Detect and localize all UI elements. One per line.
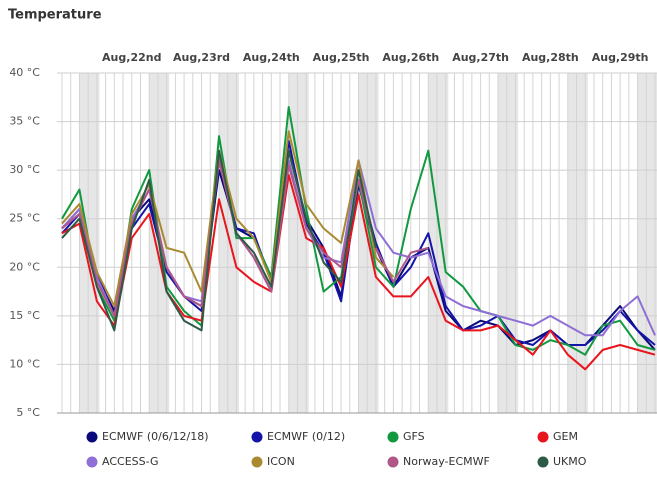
legend-marker <box>537 431 549 443</box>
legend-label: UKMO <box>553 455 587 468</box>
legend-marker <box>387 431 399 443</box>
legend-label: GFS <box>403 430 425 443</box>
x-tick-label: Aug,25th <box>313 51 370 64</box>
legend-marker <box>251 431 263 443</box>
legend-marker <box>86 456 98 468</box>
legend-marker <box>537 456 549 468</box>
x-tick-label: Aug,24th <box>243 51 300 64</box>
night-band <box>288 73 309 413</box>
x-tick-label: Aug,23rd <box>173 51 230 64</box>
y-tick-label: 20 °C <box>9 260 40 273</box>
series-line <box>61 149 377 332</box>
y-tick-label: 35 °C <box>9 115 40 128</box>
x-tick-label: Aug,29th <box>592 51 649 64</box>
series-line <box>61 130 395 308</box>
legend-label: ICON <box>267 455 295 468</box>
chart-title: Temperature <box>8 8 102 23</box>
y-tick-label: 5 °C <box>16 406 40 419</box>
legend-label: ACCESS-G <box>102 455 159 468</box>
y-tick-label: 10 °C <box>9 357 40 370</box>
x-tick-label: Aug,28th <box>522 51 579 64</box>
series-line <box>61 159 429 317</box>
x-tick-label: Aug,27th <box>452 51 509 64</box>
legend-label: ECMWF (0/12) <box>267 430 345 443</box>
y-tick-label: 25 °C <box>9 212 40 225</box>
legend-label: GEM <box>553 430 578 443</box>
legend-marker <box>387 456 399 468</box>
night-band <box>428 73 449 413</box>
y-tick-label: 15 °C <box>9 309 40 322</box>
legend-label: ECMWF (0/6/12/18) <box>102 430 209 443</box>
y-tick-label: 30 °C <box>9 163 40 176</box>
night-band <box>498 73 519 413</box>
plot-area <box>57 73 657 413</box>
x-tick-label: Aug,22nd <box>102 51 161 64</box>
y-tick-label: 40 °C <box>9 66 40 79</box>
legend-marker <box>86 431 98 443</box>
night-band <box>637 73 657 413</box>
series-line <box>61 174 656 371</box>
legend-marker <box>251 456 263 468</box>
plot-background <box>57 73 657 413</box>
x-tick-label: Aug,26th <box>382 51 439 64</box>
legend-label: Norway-ECMWF <box>403 455 490 468</box>
night-band <box>218 73 240 413</box>
